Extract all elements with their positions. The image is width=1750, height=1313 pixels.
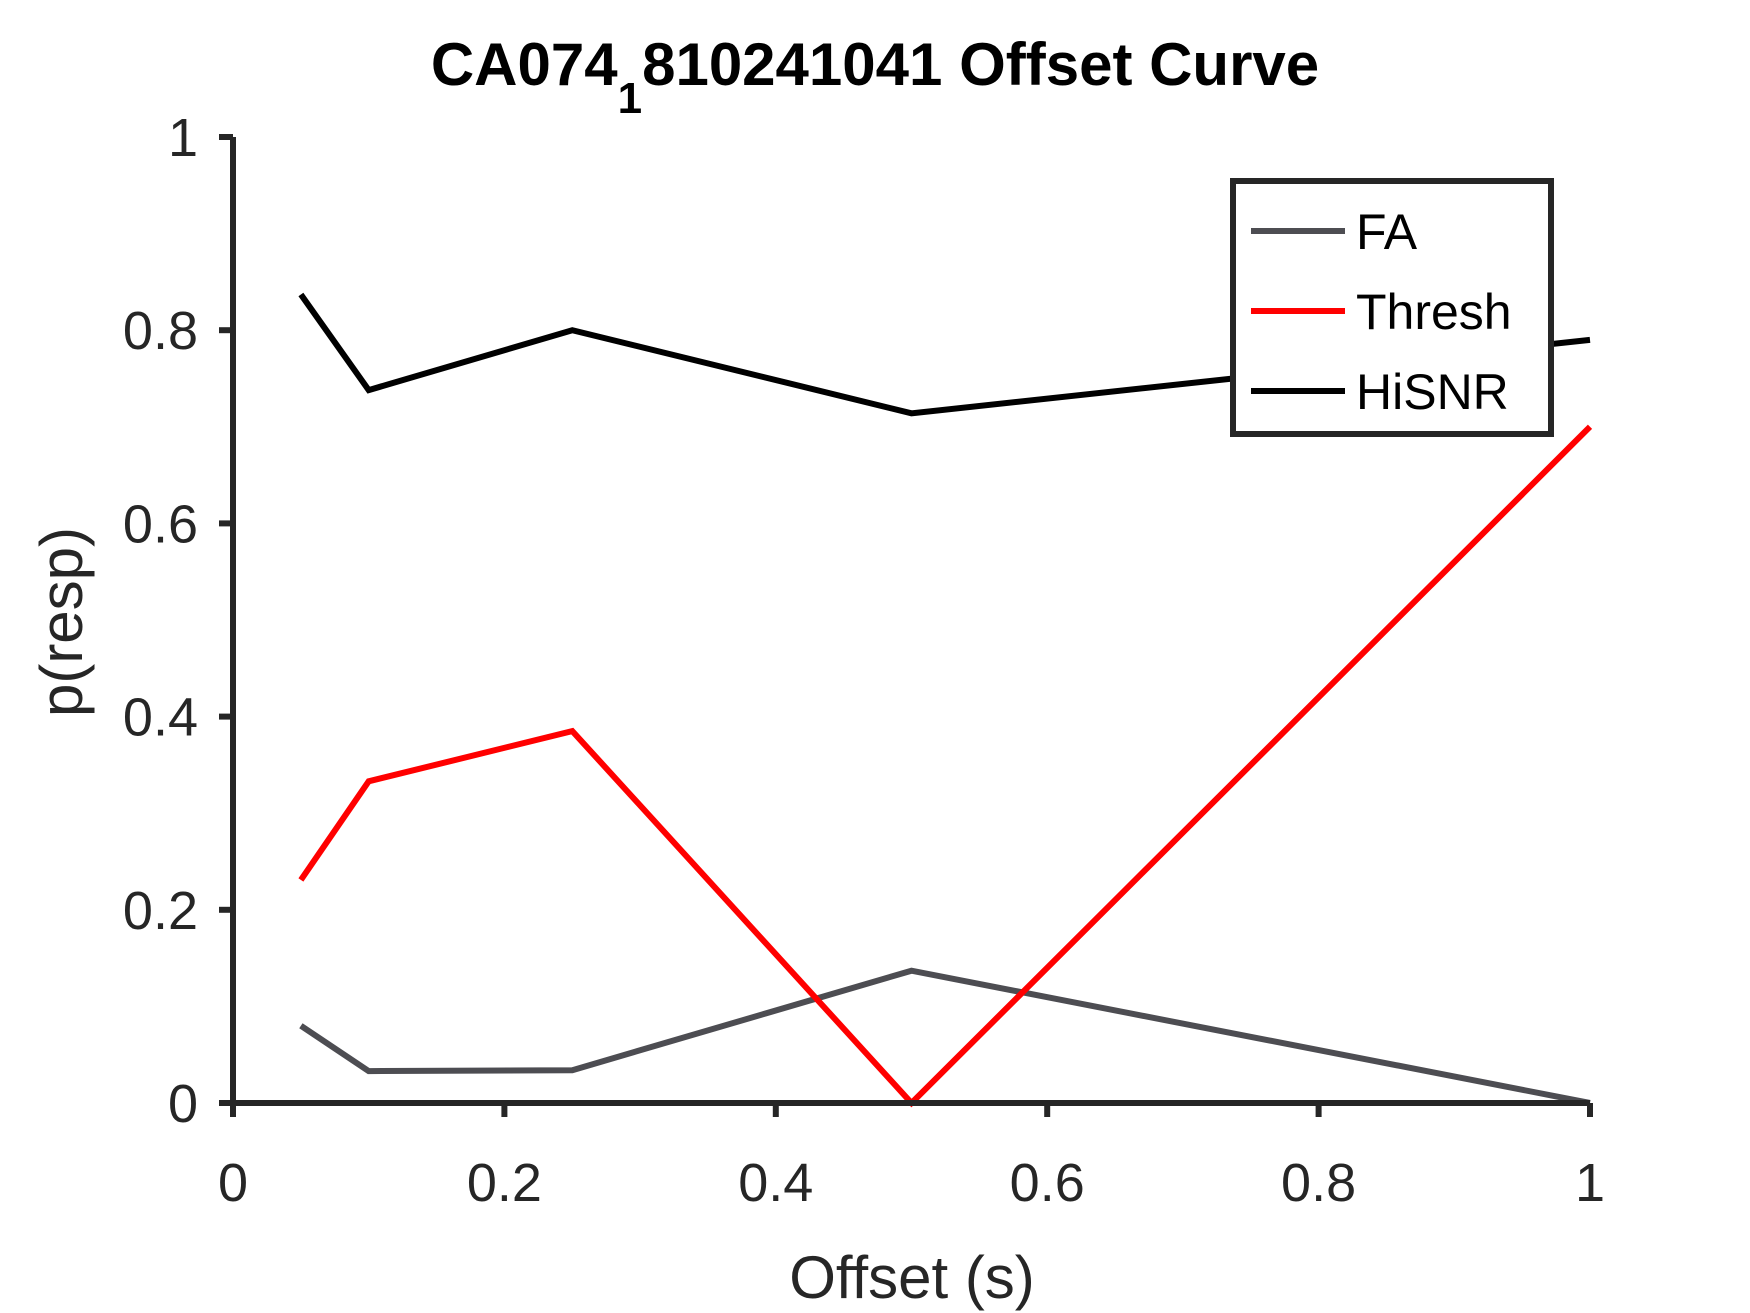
y-tick-label: 1 [168,108,198,168]
x-axis-label: Offset (s) [789,1244,1035,1311]
tick-labels: 0 0.2 0.4 0.6 0.8 1 0 0.2 0.4 0.6 0.8 1 [123,108,1605,1213]
series-line-hisnr [298,292,1591,417]
x-tick-label: 0 [218,1153,248,1213]
y-axis-label: p(resp) [28,527,95,717]
x-tick-label: 0.2 [467,1153,542,1213]
x-tick-label: 0.4 [738,1153,813,1213]
title-rest: 810241041 Offset Curve [642,31,1319,98]
axes [230,137,1590,1106]
x-tick-label: 0.6 [1010,1153,1085,1213]
legend-label-hisnr: HiSNR [1356,364,1509,420]
title-main: CA074 [431,31,618,98]
legend: FA Thresh HiSNR [1230,178,1554,437]
y-tick-label: 0.6 [123,494,198,554]
series-line-thresh [298,424,1593,1108]
title-subscript: 1 [618,74,642,123]
x-tick-label: 1 [1575,1153,1605,1213]
series-line-fa [299,967,1591,1106]
plot-area [298,292,1593,1108]
y-tick-label: 0.4 [123,688,198,748]
chart-title: CA0741810241041 Offset Curve [431,31,1319,123]
legend-label-fa: FA [1356,204,1418,260]
y-tick-label: 0 [168,1074,198,1134]
legend-label-thresh: Thresh [1356,284,1512,340]
y-tick-label: 0.2 [123,881,198,941]
x-tick-label: 0.8 [1281,1153,1356,1213]
y-tick-label: 0.8 [123,301,198,361]
